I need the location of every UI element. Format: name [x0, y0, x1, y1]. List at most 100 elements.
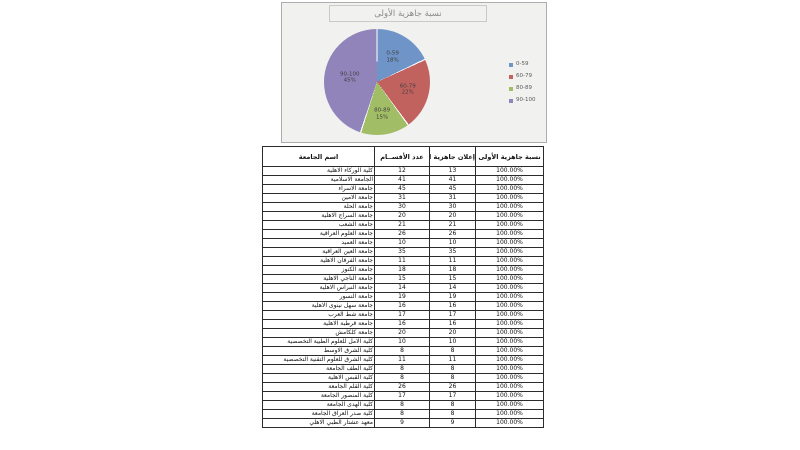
- value-cell: 100.00%: [475, 211, 544, 221]
- table-row: جامعة العميد 10 10 100.00%: [262, 238, 544, 248]
- value-cell: 10: [429, 238, 476, 248]
- table-row: كلية الطف الجامعة 8 8 100.00%: [262, 364, 544, 374]
- value-cell: 45: [429, 184, 476, 194]
- value-cell: 8: [429, 409, 476, 419]
- value-cell: 100.00%: [475, 220, 544, 230]
- table-row: جامعة الفرقان الاهلية 11 11 100.00%: [262, 256, 544, 266]
- table-body: كلية الوركاء الاهلية 12 13 100.00% الجامعة ا…: [262, 166, 544, 428]
- table-row: جامعة الناجي الاهلية 15 15 100.00%: [262, 274, 544, 284]
- value-cell: 10: [429, 337, 476, 347]
- value-cell: 100.00%: [475, 175, 544, 185]
- table-header-cell: عدد الأقســام: [374, 146, 430, 167]
- legend-item: 90-100: [509, 97, 535, 104]
- university-name-cell: الجامعة الاسلامية: [262, 175, 375, 185]
- value-cell: 100.00%: [475, 283, 544, 293]
- university-name-cell: كلية الشرق للعلوم التقنية التخصصية: [262, 355, 375, 365]
- value-cell: 21: [429, 220, 476, 230]
- value-cell: 30: [429, 202, 476, 212]
- pie-slice-label: 60-79 22%: [399, 83, 416, 96]
- value-cell: 100.00%: [475, 292, 544, 302]
- legend-label: 0-59: [516, 61, 529, 67]
- university-name-cell: جامعة العميد: [262, 238, 375, 248]
- chart-legend: 0-59 60-79 80-89 90-100: [509, 61, 535, 104]
- pie-chart: [324, 29, 430, 135]
- value-cell: 8: [429, 346, 476, 356]
- value-cell: 20: [374, 328, 430, 338]
- university-name-cell: جامعة قرطبة الاهلية: [262, 319, 375, 329]
- value-cell: 13: [429, 166, 476, 176]
- university-name-cell: كلية صدر العراق الجامعة: [262, 409, 375, 419]
- table-row: جامعة قرطبة الاهلية 16 16 100.00%: [262, 319, 544, 329]
- readiness-pie-chart-card: نسبة جاهزية الأولى 0-59 18% 60-79 22% 80-89 1…: [281, 2, 547, 143]
- legend-item: 80-89: [509, 85, 535, 92]
- value-cell: 100.00%: [475, 391, 544, 401]
- value-cell: 15: [374, 274, 430, 284]
- value-cell: 100.00%: [475, 409, 544, 419]
- table-row: جامعة العين العراقية 35 35 100.00%: [262, 247, 544, 257]
- university-name-cell: جامعة الحلة: [262, 202, 375, 212]
- table-row: الجامعة الاسلامية 41 41 100.00%: [262, 175, 544, 185]
- university-name-cell: معهد عشتار الطبي الاهلي: [262, 418, 375, 428]
- legend-item: 60-79: [509, 73, 535, 80]
- value-cell: 100.00%: [475, 184, 544, 194]
- value-cell: 100.00%: [475, 247, 544, 257]
- table-row: كلية الهدى الجامعة 8 8 100.00%: [262, 400, 544, 410]
- value-cell: 100.00%: [475, 364, 544, 374]
- table-row: معهد عشتار الطبي الاهلي 9 9 100.00%: [262, 418, 544, 428]
- value-cell: 10: [374, 238, 430, 248]
- value-cell: 100.00%: [475, 337, 544, 347]
- legend-label: 90-100: [516, 97, 536, 103]
- university-name-cell: كلية القبس الاهلية: [262, 373, 375, 383]
- university-name-cell: جامعة الفرقان الاهلية: [262, 256, 375, 266]
- value-cell: 9: [429, 418, 476, 428]
- value-cell: 8: [429, 400, 476, 410]
- table-row: كلية الامل للعلوم الطبية التخصصية 10 10 100…: [262, 337, 544, 347]
- value-cell: 100.00%: [475, 382, 544, 392]
- table-row: جامعة سهل نينوى الاهلية 16 16 100.00%: [262, 301, 544, 311]
- value-cell: 8: [374, 400, 430, 410]
- university-name-cell: جامعة الناجي الاهلية: [262, 274, 375, 284]
- table-row: جامعة النبراس الاهلية 14 14 100.00%: [262, 283, 544, 293]
- value-cell: 11: [374, 256, 430, 266]
- value-cell: 15: [429, 274, 476, 284]
- value-cell: 100.00%: [475, 310, 544, 320]
- value-cell: 26: [374, 382, 430, 392]
- value-cell: 31: [429, 193, 476, 203]
- value-cell: 17: [374, 391, 430, 401]
- value-cell: 100.00%: [475, 346, 544, 356]
- table-row: كلية صدر العراق الجامعة 8 8 100.00%: [262, 409, 544, 419]
- university-name-cell: كلية الشرق الاوسط: [262, 346, 375, 356]
- legend-swatch-icon: [509, 62, 513, 67]
- university-name-cell: جامعة شط العرب: [262, 310, 375, 320]
- value-cell: 8: [429, 364, 476, 374]
- table-header-cell: إعلان جاهزية الأولى: [429, 146, 476, 167]
- table-row: كلية القلم الجامعة 26 26 100.00%: [262, 382, 544, 392]
- value-cell: 20: [429, 328, 476, 338]
- value-cell: 100.00%: [475, 355, 544, 365]
- value-cell: 100.00%: [475, 274, 544, 284]
- value-cell: 17: [374, 310, 430, 320]
- legend-swatch-icon: [509, 86, 513, 91]
- value-cell: 100.00%: [475, 328, 544, 338]
- value-cell: 100.00%: [475, 193, 544, 203]
- value-cell: 11: [374, 355, 430, 365]
- value-cell: 100.00%: [475, 301, 544, 311]
- value-cell: 100.00%: [475, 256, 544, 266]
- university-name-cell: كلية الامل للعلوم الطبية التخصصية: [262, 337, 375, 347]
- university-name-cell: كلية القلم الجامعة: [262, 382, 375, 392]
- value-cell: 14: [374, 283, 430, 293]
- value-cell: 8: [429, 373, 476, 383]
- value-cell: 11: [429, 256, 476, 266]
- table-row: كلية الوركاء الاهلية 12 13 100.00%: [262, 166, 544, 176]
- legend-swatch-icon: [509, 98, 513, 103]
- pie-slice-label: 0-59 18%: [386, 50, 399, 64]
- table-row: كلية الشرق للعلوم التقنية التخصصية 11 11 10…: [262, 355, 544, 365]
- university-name-cell: كلية المنصور الجامعة: [262, 391, 375, 401]
- table-header-cell: نسبة جاهزية الأولى: [475, 146, 544, 167]
- university-name-cell: جامعة السراج الاهلية: [262, 211, 375, 221]
- university-name-cell: كلية الوركاء الاهلية: [262, 166, 375, 176]
- chart-title: نسبة جاهزية الأولى: [329, 5, 487, 22]
- value-cell: 45: [374, 184, 430, 194]
